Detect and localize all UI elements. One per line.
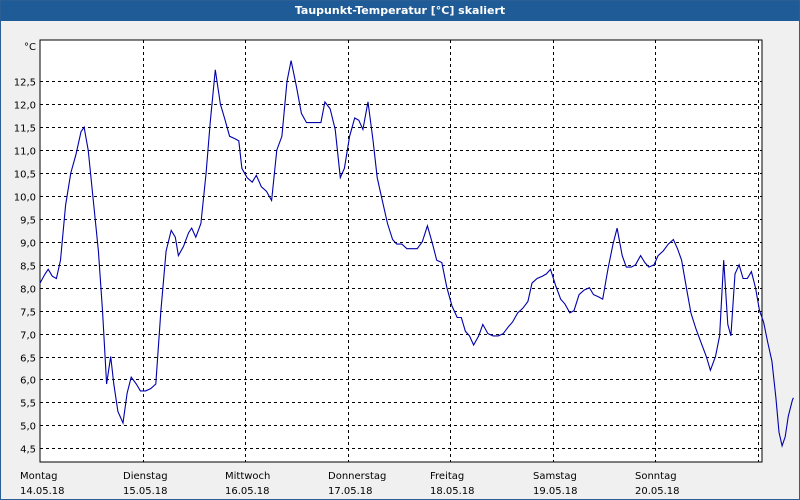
y-tick-label: 5,0 xyxy=(20,422,36,433)
y-tick-label: 8,0 xyxy=(20,285,36,296)
y-tick-label: 8,5 xyxy=(20,262,36,273)
x-tick-date-label: 19.05.18 xyxy=(533,486,578,497)
series-line xyxy=(39,60,794,448)
y-tick-label: 9,0 xyxy=(20,239,36,250)
x-axis: Montag 14.05.18 Dienstag 15.05.18 Mittwoch 16… xyxy=(20,471,680,497)
x-tick-date-label: 16.05.18 xyxy=(225,486,270,497)
x-tick-day-label: Montag xyxy=(20,471,57,482)
y-tick-label: 5,5 xyxy=(20,399,36,410)
y-tick-label: 9,5 xyxy=(20,216,36,227)
x-tick-day-label: Mittwoch xyxy=(225,471,270,482)
y-axis: 4,5 5,0 5,5 6,0 6,5 7,0 7,5 8,0 8,5 9,0 9,5 10,0 10,… xyxy=(14,78,36,456)
x-tick-day-label: Samstag xyxy=(533,471,577,482)
plot-area xyxy=(39,39,763,463)
y-tick-label: 7,5 xyxy=(20,308,36,319)
y-tick-label: 7,0 xyxy=(20,331,36,342)
x-tick-day-label: Freitag xyxy=(430,471,464,482)
y-tick-label: 11,5 xyxy=(14,124,36,135)
x-tick-date-label: 14.05.18 xyxy=(20,486,65,497)
y-tick-label: 12,5 xyxy=(14,78,36,89)
y-tick-label: 12,0 xyxy=(14,101,36,112)
y-tick-label: 11,0 xyxy=(14,147,36,158)
x-tick-day-label: Dienstag xyxy=(123,471,168,482)
x-tick-date-label: 18.05.18 xyxy=(430,486,475,497)
y-tick-label: 10,5 xyxy=(14,170,36,181)
y-tick-label: 6,5 xyxy=(20,354,36,365)
y-tick-label: 4,5 xyxy=(20,445,36,456)
y-tick-label: 10,0 xyxy=(14,193,36,204)
window-title: Taupunkt-Temperatur [°C] skaliert xyxy=(1,1,799,21)
y-axis-label: °C xyxy=(24,42,36,53)
x-tick-day-label: Donnerstag xyxy=(328,471,386,482)
y-tick-label: 6,0 xyxy=(20,376,36,387)
x-tick-day-label: Sonntag xyxy=(635,471,677,482)
x-tick-date-label: 20.05.18 xyxy=(635,486,680,497)
x-tick-date-label: 17.05.18 xyxy=(328,486,373,497)
x-tick-date-label: 15.05.18 xyxy=(123,486,168,497)
